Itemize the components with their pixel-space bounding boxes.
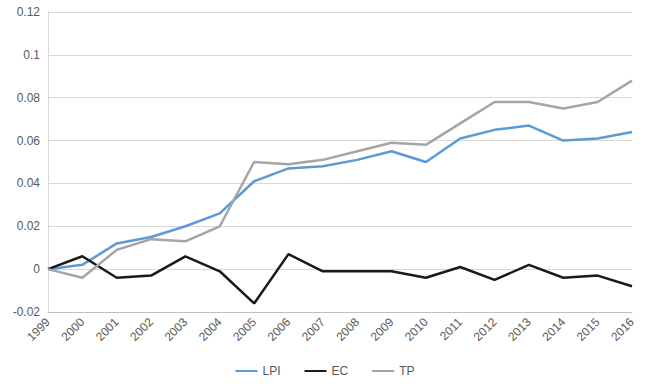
svg-text:2005: 2005	[230, 315, 259, 344]
svg-text:2000: 2000	[59, 315, 88, 344]
svg-text:2004: 2004	[196, 315, 225, 344]
svg-text:2010: 2010	[402, 315, 431, 344]
svg-text:2012: 2012	[471, 315, 500, 344]
svg-text:0: 0	[33, 262, 40, 276]
svg-text:-0.02: -0.02	[13, 305, 41, 319]
svg-text:0.02: 0.02	[17, 219, 41, 233]
svg-text:2015: 2015	[574, 315, 603, 344]
svg-text:2008: 2008	[333, 315, 362, 344]
svg-text:0.04: 0.04	[17, 176, 41, 190]
svg-text:LPI: LPI	[262, 364, 280, 378]
svg-text:2016: 2016	[608, 315, 637, 344]
svg-text:2011: 2011	[437, 315, 465, 343]
svg-text:0.08: 0.08	[17, 91, 41, 105]
svg-text:2006: 2006	[265, 315, 294, 344]
svg-text:1999: 1999	[24, 315, 53, 344]
svg-text:0.06: 0.06	[17, 134, 41, 148]
svg-text:2003: 2003	[162, 315, 191, 344]
svg-text:2001: 2001	[93, 315, 122, 344]
svg-text:EC: EC	[332, 364, 349, 378]
svg-text:2007: 2007	[299, 315, 328, 344]
svg-text:2013: 2013	[505, 315, 534, 344]
svg-text:2014: 2014	[539, 315, 568, 344]
svg-text:2002: 2002	[127, 315, 156, 344]
svg-text:TP: TP	[399, 364, 414, 378]
svg-text:2009: 2009	[368, 315, 397, 344]
svg-text:0.12: 0.12	[17, 5, 41, 19]
svg-text:0.1: 0.1	[23, 48, 40, 62]
